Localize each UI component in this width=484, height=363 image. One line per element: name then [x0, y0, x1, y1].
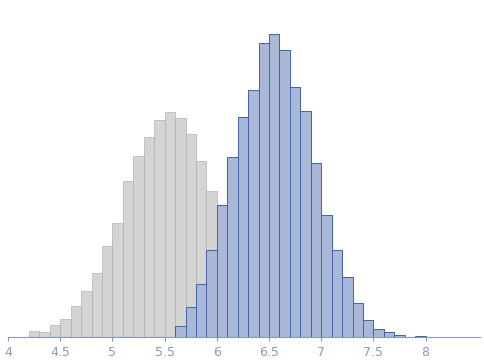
Bar [39, 332, 50, 337]
Bar [269, 34, 279, 337]
Bar [185, 134, 196, 337]
Bar [217, 205, 227, 337]
Bar [258, 43, 269, 337]
Bar [384, 332, 394, 337]
Bar [133, 156, 144, 337]
Bar [373, 329, 384, 337]
Bar [71, 306, 81, 337]
Bar [332, 250, 342, 337]
Bar [81, 291, 91, 337]
Bar [91, 273, 102, 337]
Bar [301, 111, 311, 337]
Bar [144, 137, 154, 337]
Bar [363, 321, 373, 337]
Bar [50, 325, 60, 337]
Bar [196, 162, 206, 337]
Bar [123, 181, 133, 337]
Bar [394, 335, 405, 337]
Bar [175, 326, 185, 337]
Bar [238, 117, 248, 337]
Bar [112, 223, 123, 337]
Bar [248, 90, 258, 337]
Bar [279, 50, 290, 337]
Bar [196, 284, 206, 337]
Bar [217, 217, 227, 337]
Bar [227, 245, 238, 337]
Bar [352, 303, 363, 337]
Bar [154, 120, 165, 337]
Bar [165, 112, 175, 337]
Bar [415, 336, 425, 337]
Bar [206, 191, 217, 337]
Bar [227, 156, 238, 337]
Bar [185, 307, 196, 337]
Bar [29, 331, 39, 337]
Bar [60, 319, 71, 337]
Bar [290, 87, 301, 337]
Bar [311, 163, 321, 337]
Bar [175, 118, 185, 337]
Bar [321, 215, 332, 337]
Bar [102, 246, 112, 337]
Bar [342, 277, 352, 337]
Bar [206, 250, 217, 337]
